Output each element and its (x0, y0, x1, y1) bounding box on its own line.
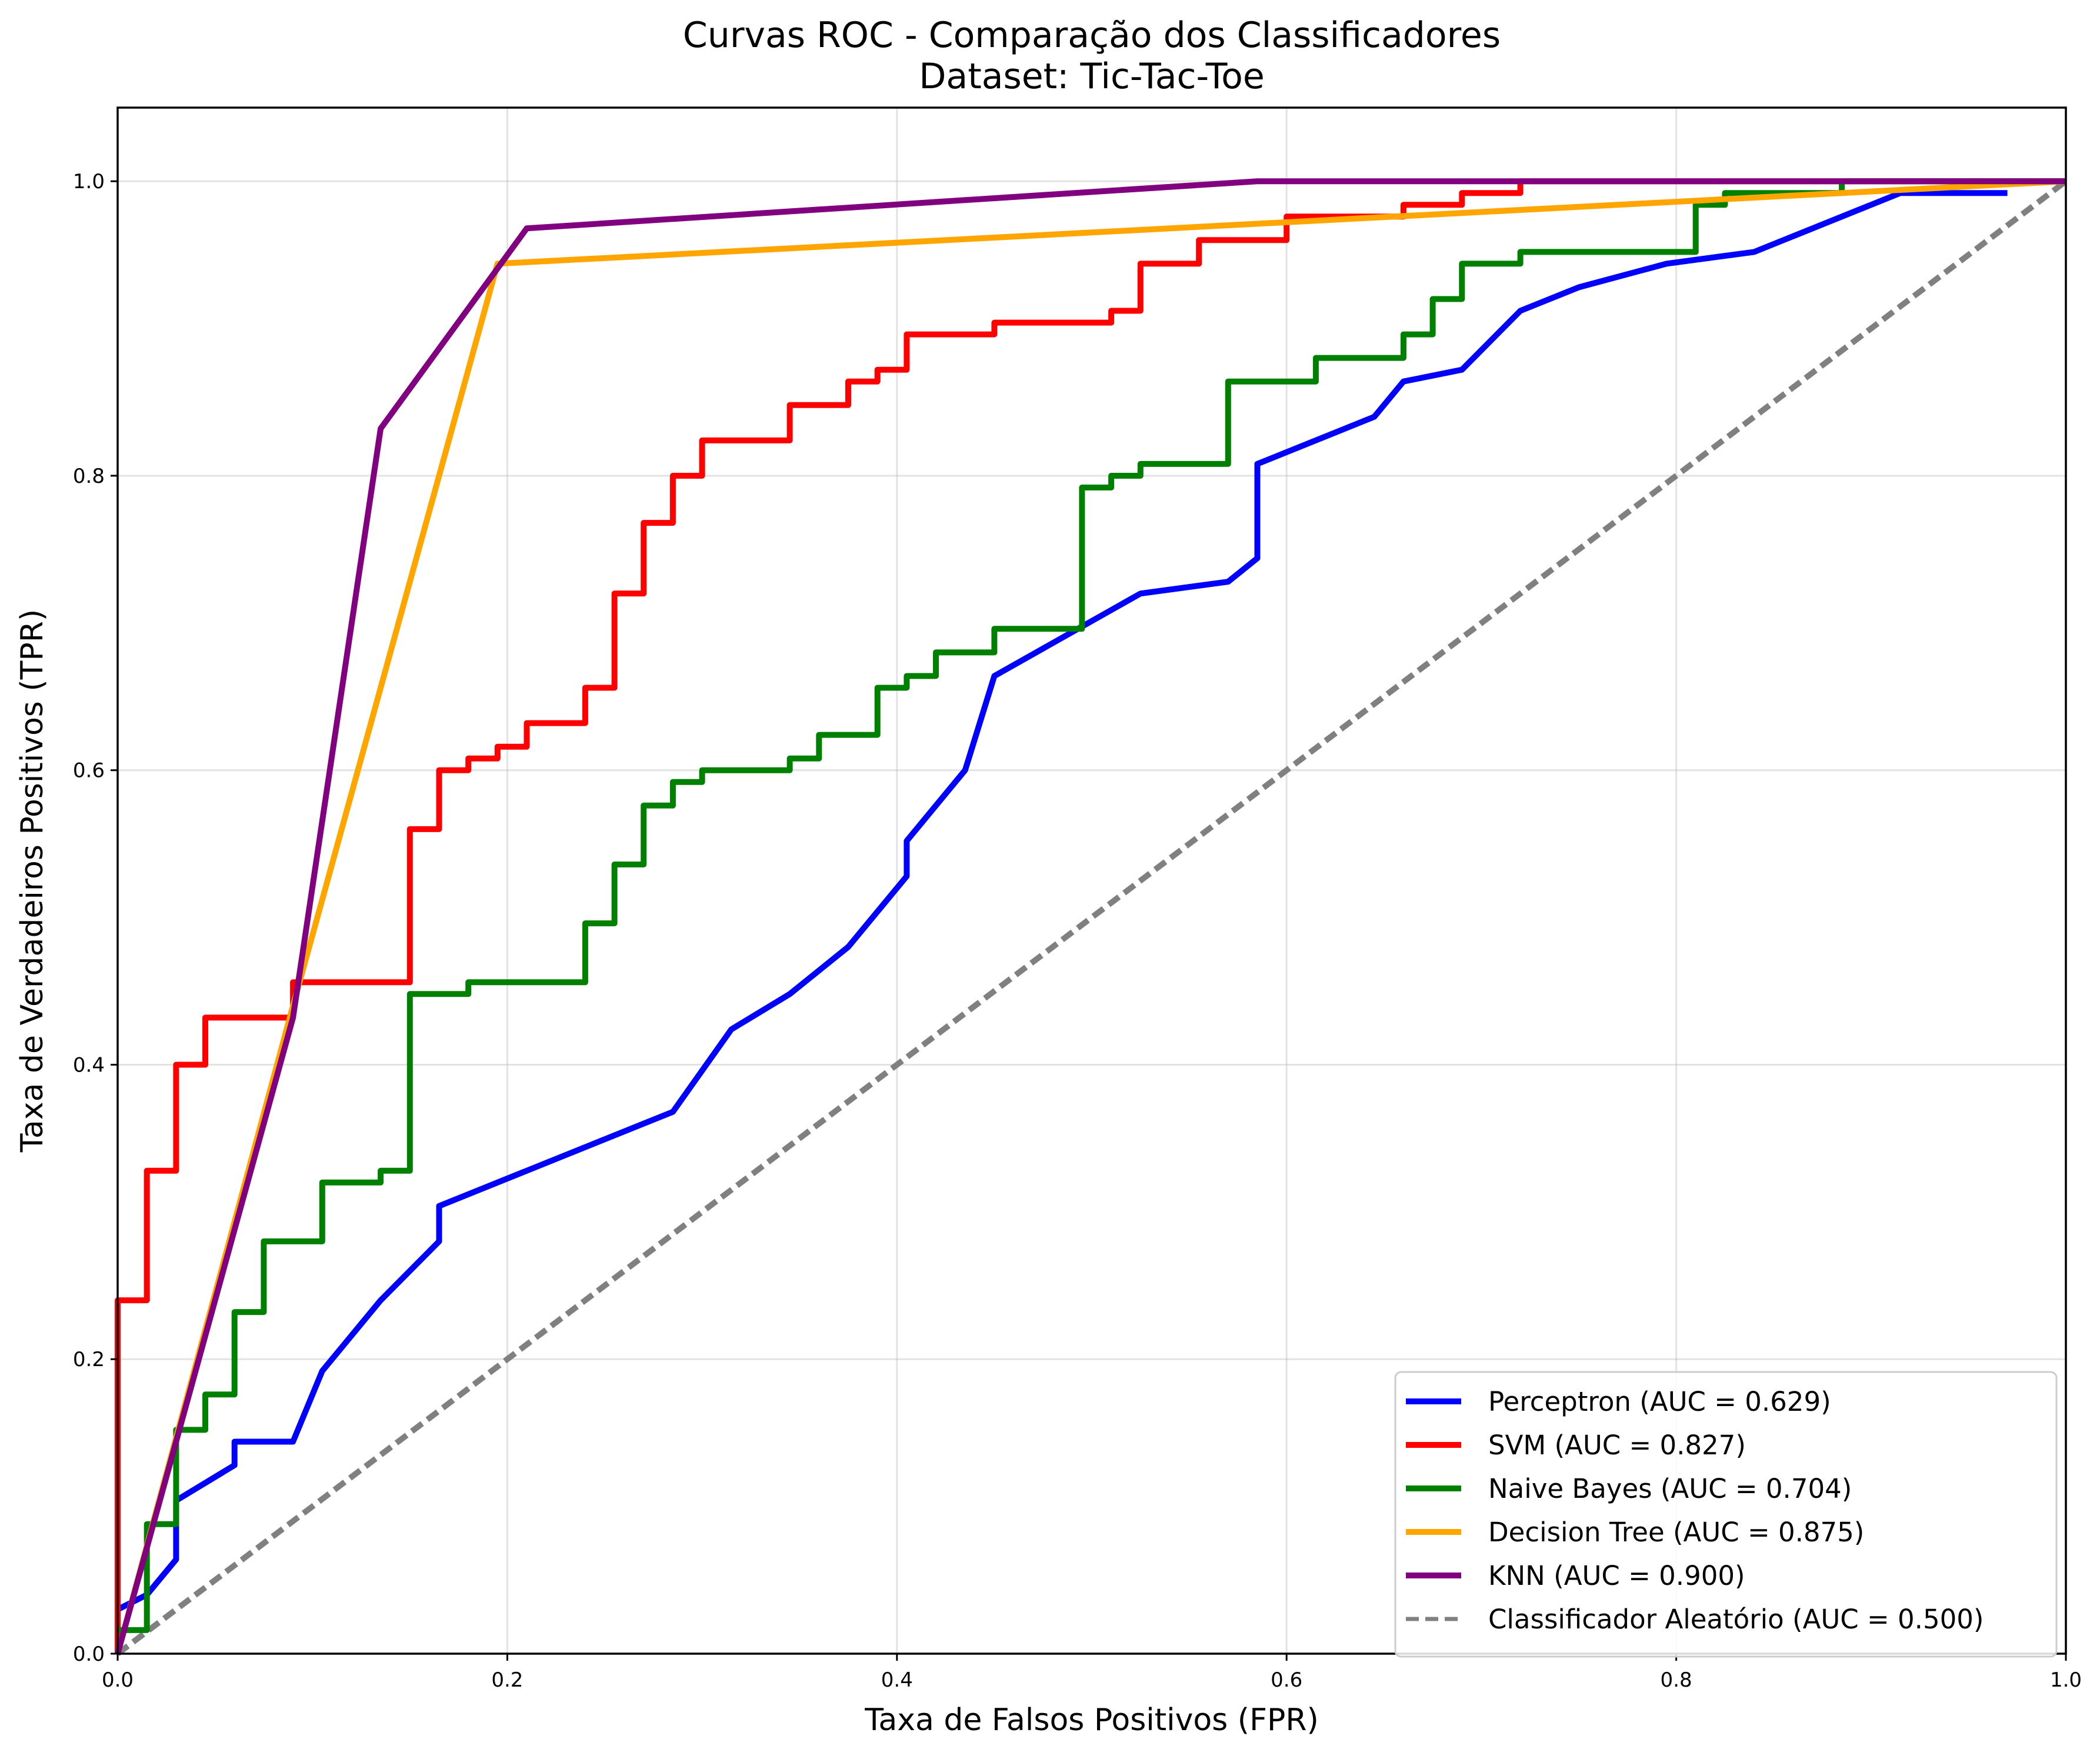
y-tick-label: 0.2 (73, 1348, 105, 1371)
y-tick-label: 0.4 (73, 1053, 105, 1077)
series-layer (115, 178, 2068, 1656)
legend-box (1394, 1371, 2058, 1658)
plot-frame (116, 106, 2067, 1655)
legend-label-4: KNN (AUC = 0.900) (1488, 1560, 1745, 1591)
series-line-0 (116, 190, 2008, 1613)
chart-title-line-2: Dataset: Tic-Tac-Toe (919, 56, 1265, 97)
legend-label-3: Decision Tree (AUC = 0.875) (1488, 1517, 1864, 1548)
x-tick-label: 0.8 (1661, 1668, 1692, 1692)
y-tick-label: 0.0 (73, 1643, 105, 1666)
series-line-4 (115, 178, 2066, 1655)
series-line-2 (118, 178, 2066, 1633)
legend: Perceptron (AUC = 0.629) SVM (AUC = 0.827… (1394, 1371, 2058, 1658)
x-tick-label: 0.0 (102, 1668, 134, 1692)
x-tick-label: 0.6 (1271, 1668, 1302, 1692)
y-tick-label: 0.8 (73, 465, 105, 488)
y-axis-label: Taxa de Verdadeiros Positivos (TPR) (15, 609, 50, 1153)
tick-layer: 0.0 0.2 0.4 0.6 0.8 1.0 0.0 0.2 0.4 0.6 0.8 1.0 (73, 170, 2082, 1692)
legend-label-2: Naive Bayes (AUC = 0.704) (1488, 1473, 1852, 1504)
x-tick-label: 1.0 (2050, 1668, 2082, 1692)
x-tick-label: 0.4 (881, 1668, 913, 1692)
series-line-1 (115, 178, 2066, 1654)
y-tick-label: 0.6 (73, 759, 105, 783)
legend-label-1: SVM (AUC = 0.827) (1488, 1430, 1746, 1461)
x-tick-label: 0.2 (491, 1668, 523, 1692)
chart-title-line-1: Curvas ROC - Comparação dos Classificado… (683, 15, 1501, 56)
x-axis-label: Taxa de Falsos Positivos (FPR) (864, 1702, 1319, 1738)
y-tick-label: 1.0 (73, 170, 105, 193)
legend-label-5: Classificador Aleatório (AUC = 0.500) (1488, 1604, 1984, 1635)
legend-label-0: Perceptron (AUC = 0.629) (1488, 1386, 1831, 1417)
